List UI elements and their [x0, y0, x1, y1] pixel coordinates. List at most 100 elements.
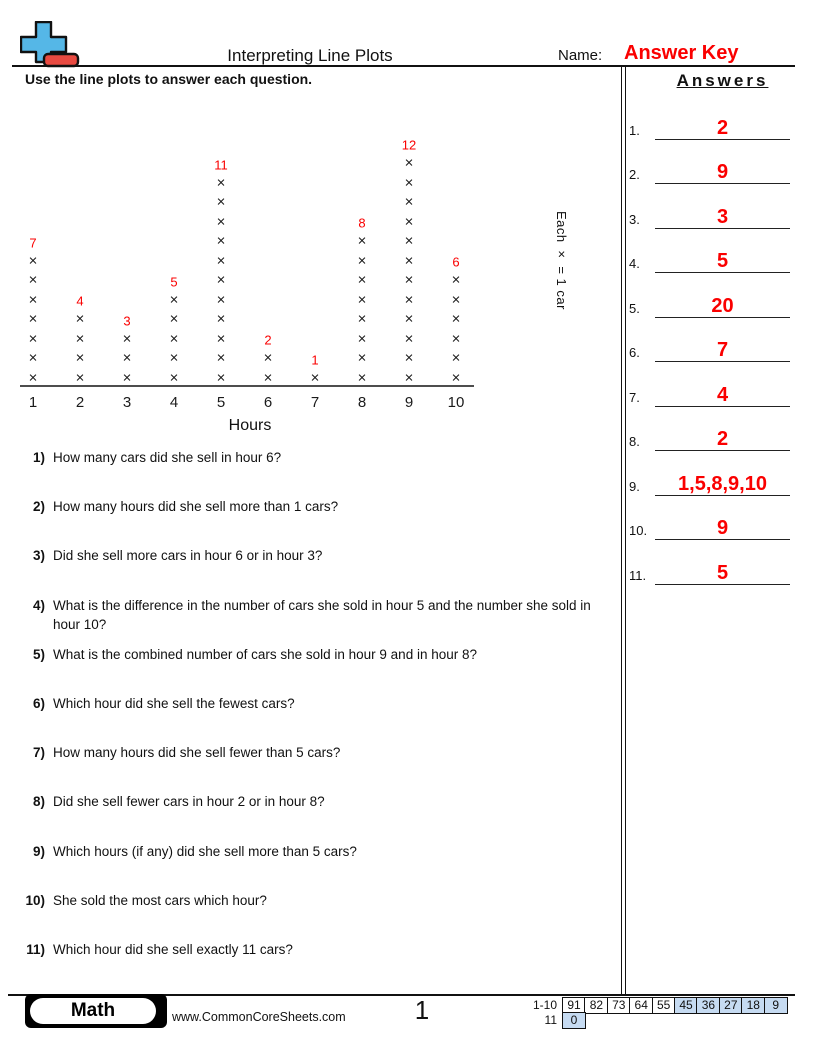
answer-value: 5	[716, 561, 729, 584]
x-mark: ×	[122, 369, 132, 386]
answer-value: 4	[716, 383, 729, 406]
x-mark: ×	[216, 291, 226, 308]
x-mark: ×	[263, 369, 273, 386]
answer-blank-line	[655, 583, 790, 585]
answer-blank-line	[655, 539, 790, 540]
answer-blank-line	[655, 272, 790, 273]
x-mark: ×	[28, 369, 38, 386]
answer-item-number: 4.	[629, 256, 640, 271]
score-cell: 18	[741, 996, 766, 1014]
axis-tick-label: 1	[28, 394, 38, 411]
question-number: 9)	[32, 843, 45, 859]
score-row-label: 11	[544, 1012, 557, 1027]
x-mark: ×	[216, 252, 226, 269]
x-mark: ×	[357, 271, 367, 289]
x-mark: ×	[451, 330, 461, 347]
x-mark: ×	[169, 310, 179, 328]
axis-tick-label: 6	[263, 394, 273, 411]
score-cell: 36	[696, 996, 721, 1014]
question-number: 1)	[32, 450, 45, 465]
x-mark: ×	[28, 310, 38, 328]
answer-item-number: 9.	[629, 478, 640, 494]
x-mark: ×	[28, 349, 38, 367]
answer-blank-line	[655, 405, 790, 407]
x-mark: ×	[216, 369, 226, 386]
x-mark: ×	[357, 330, 367, 347]
count-label: 3	[123, 313, 131, 328]
answer-item-number: 3.	[629, 211, 640, 227]
x-mark: ×	[404, 291, 414, 308]
question-number: 10)	[25, 892, 45, 908]
x-mark: ×	[451, 310, 461, 328]
x-mark: ×	[169, 349, 179, 367]
x-mark: ×	[357, 349, 367, 367]
question-text: Did she sell more cars in hour 6 or in h…	[53, 548, 323, 564]
axis-tick-label: 8	[357, 394, 367, 411]
subject-label: Math	[30, 998, 156, 1024]
page-number: 1	[414, 995, 430, 1025]
score-row: 11 0	[500, 1011, 586, 1029]
count-label: 12	[401, 137, 417, 153]
x-mark: ×	[169, 291, 179, 308]
answer-value: 3	[716, 205, 729, 228]
answer-value: 20	[711, 294, 734, 317]
question-text: How many hours did she sell fewer than 5…	[53, 745, 341, 761]
x-mark: ×	[404, 310, 414, 328]
x-mark: ×	[28, 330, 38, 347]
count-label: 11	[214, 157, 228, 172]
x-mark: ×	[357, 252, 367, 269]
x-mark: ×	[263, 349, 273, 367]
axis-tick-label: 7	[310, 394, 320, 411]
answer-value: 5	[716, 250, 729, 272]
axis-tick-label: 3	[122, 394, 132, 411]
x-mark: ×	[404, 232, 414, 250]
x-mark: ×	[169, 369, 179, 386]
plot-key-note: Each × = 1 car	[554, 211, 569, 310]
x-mark: ×	[357, 232, 367, 250]
x-mark: ×	[28, 271, 38, 289]
answers-title: Answers	[676, 71, 769, 90]
question-text: How many cars did she sell in hour 6?	[53, 450, 282, 465]
page-title: Interpreting Line Plots	[227, 46, 393, 65]
x-mark: ×	[357, 369, 367, 386]
x-mark: ×	[216, 232, 226, 250]
x-mark: ×	[357, 310, 367, 328]
count-label: 7	[29, 235, 37, 250]
axis-tick-label: 4	[169, 394, 179, 411]
count-label: 2	[264, 332, 272, 348]
x-mark: ×	[404, 174, 414, 191]
x-mark: ×	[216, 349, 226, 367]
question-text: What is the combined number of cars she …	[53, 646, 477, 662]
x-mark: ×	[75, 369, 85, 386]
question-number: 11)	[26, 942, 45, 957]
answer-value: 9	[716, 161, 729, 183]
x-mark: ×	[451, 349, 461, 367]
answers-divider	[621, 67, 626, 995]
score-cell: 0	[562, 1011, 586, 1029]
question-text: Did she sell fewer cars in hour 2 or in …	[53, 794, 325, 810]
axis-tick-label: 10	[447, 394, 465, 411]
x-mark: ×	[404, 252, 414, 269]
x-mark: ×	[404, 193, 414, 211]
answer-blank-line	[655, 183, 790, 184]
answer-item-number: 7.	[629, 389, 640, 405]
question-number: 5)	[32, 646, 45, 662]
question-number: 2)	[32, 499, 45, 515]
x-mark: ×	[310, 369, 320, 386]
axis-tick-label: 9	[404, 394, 414, 411]
score-cell: 45	[674, 996, 699, 1014]
question-text: She sold the most cars which hour?	[53, 892, 267, 908]
website-url: www.CommonCoreSheets.com	[172, 1010, 346, 1024]
answer-blank-line	[655, 361, 790, 362]
question-text: Which hours (if any) did she sell more t…	[53, 843, 357, 859]
answer-blank-line	[655, 316, 790, 318]
answer-blank-line	[655, 494, 790, 496]
answer-item-number: 2.	[629, 167, 640, 182]
x-mark: ×	[122, 349, 132, 367]
x-mark: ×	[28, 252, 38, 269]
question-number: 7)	[32, 745, 45, 761]
x-mark: ×	[404, 369, 414, 386]
instruction-text: Use the line plots to answer each questi…	[25, 71, 313, 87]
answer-blank-line	[655, 227, 790, 229]
answer-value: 7	[716, 339, 729, 361]
